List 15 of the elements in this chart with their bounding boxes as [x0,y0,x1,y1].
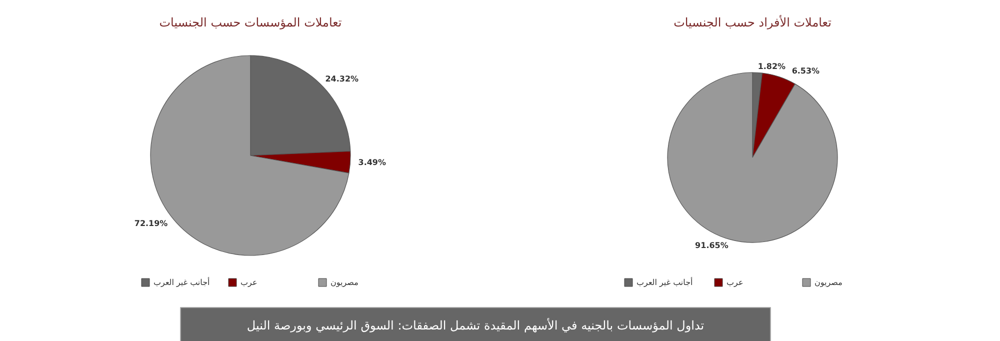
legend-label: أجانب غير العرب [636,277,693,287]
chart-title: تعاملات الأفراد حسب الجنسيات [674,14,832,30]
legend-label: عرب [726,278,744,287]
legend-label: عرب [240,278,258,287]
data-label: 6.53% [792,66,820,76]
data-label: 91.65% [695,240,728,250]
data-label: 3.49% [358,158,386,168]
data-label: 1.82% [758,62,786,72]
text: تداول المؤسسات بالجنيه في الأسهم المقيدة تشمل الصفقات: السوق الرئيسي وبورصة النيل [246,318,704,332]
legend-label: مصريون [814,278,842,287]
legend-label: مصريون [330,278,358,287]
data-label: 24.32% [325,74,359,84]
data-label: 72.19% [134,219,168,228]
legend-label: أجانب غير العرب [154,277,210,287]
chart-title: تعاملات المؤسسات حسب الجنسيات [159,16,342,30]
